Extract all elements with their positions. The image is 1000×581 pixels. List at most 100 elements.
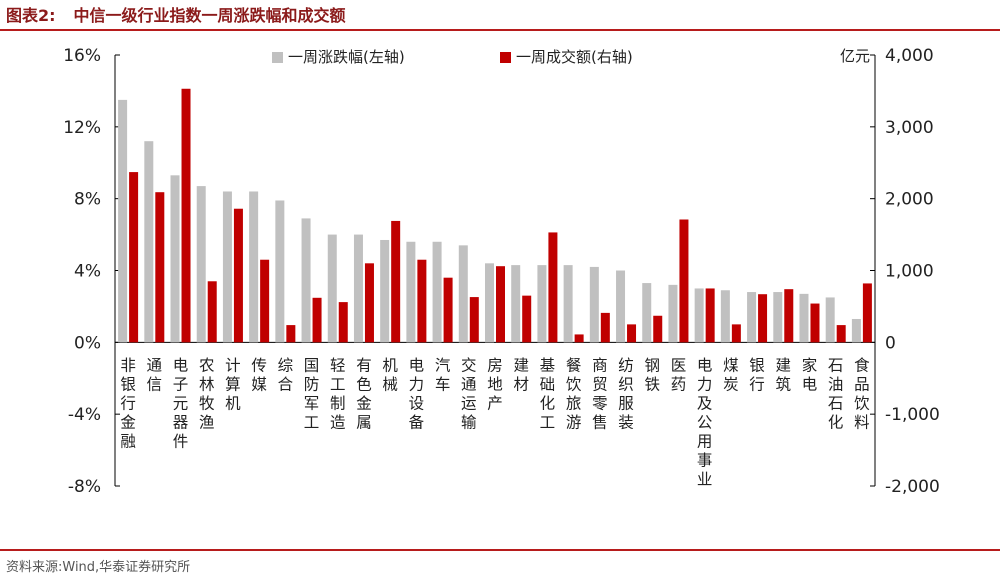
category-label: 传媒 — [251, 356, 267, 393]
bar-weekly-turnover — [731, 324, 741, 343]
right-tick-label: -2,000 — [885, 477, 940, 497]
right-tick-label: 4,000 — [885, 46, 934, 66]
bar-weekly-turnover — [653, 315, 663, 343]
bar-weekly-turnover — [810, 303, 820, 343]
bar-weekly-change — [825, 297, 835, 343]
right-tick-label: 3,000 — [885, 118, 934, 138]
left-tick-label: -4% — [68, 405, 101, 425]
category-label: 轻工制造 — [330, 356, 346, 431]
bar-weekly-turnover — [522, 295, 532, 343]
bar-weekly-turnover — [705, 288, 715, 343]
figure-label: 图表2: — [6, 6, 56, 25]
category-label: 纺织服装 — [618, 356, 634, 431]
bar-weekly-change — [118, 99, 128, 343]
axes-group: 16% 12% 8% 4% 0% -4% -8% 4,000 3,000 2,000 1,000 0 -… — [63, 46, 940, 497]
legend-label-weekly-change: 一周涨跌幅(左轴) — [288, 48, 405, 66]
bar-weekly-turnover — [443, 277, 453, 343]
left-tick-label: 4% — [74, 262, 101, 282]
bar-weekly-change — [668, 284, 678, 343]
bar-weekly-turnover — [260, 259, 270, 343]
category-label: 机械 — [382, 356, 398, 393]
bar-weekly-turnover — [233, 208, 243, 343]
category-label: 房地产 — [487, 356, 503, 412]
category-label: 基础化工 — [540, 356, 556, 431]
category-label: 有色金属 — [356, 356, 372, 431]
category-label: 电力设备 — [409, 356, 425, 431]
category-label: 食品饮料 — [854, 356, 870, 431]
bar-weekly-turnover — [862, 283, 872, 343]
bar-weekly-turnover — [600, 312, 610, 343]
category-label: 通信 — [147, 356, 163, 393]
bar-weekly-turnover — [312, 297, 322, 343]
right-tick-label: -1,000 — [885, 405, 940, 425]
bar-weekly-change — [799, 293, 809, 343]
legend: 一周涨跌幅(左轴) 一周成交额(右轴) — [272, 48, 633, 66]
top-rule — [0, 29, 1000, 31]
bar-weekly-change — [511, 265, 521, 343]
category-label: 医药 — [671, 356, 687, 393]
right-tick-label: 1,000 — [885, 262, 934, 282]
bar-weekly-turnover — [548, 232, 558, 343]
bar-weekly-turnover — [338, 302, 348, 343]
bar-weekly-turnover — [417, 259, 427, 343]
category-label: 电子元器件 — [173, 356, 189, 450]
category-label: 建筑 — [776, 356, 792, 393]
category-label: 电力及公用事业 — [697, 356, 713, 488]
bar-weekly-turnover — [496, 266, 505, 343]
category-label: 家电 — [802, 356, 818, 393]
bar-weekly-turnover — [129, 172, 139, 343]
bar-weekly-change — [694, 288, 704, 343]
category-label: 农林牧渔 — [199, 356, 215, 431]
right-tick-label: 0 — [885, 333, 896, 353]
source-note: 资料来源:Wind,华泰证券研究所 — [6, 560, 191, 575]
bar-weekly-change — [301, 218, 311, 343]
category-label: 煤炭 — [723, 356, 739, 393]
left-tick-label: 0% — [74, 333, 101, 353]
category-label: 银行 — [749, 356, 765, 393]
bar-weekly-change — [773, 292, 783, 343]
bottom-rule — [0, 549, 1000, 551]
category-label: 建材 — [513, 356, 529, 393]
bar-weekly-turnover — [627, 324, 637, 343]
bar-weekly-change — [458, 245, 468, 343]
category-label: 石油石化 — [828, 356, 844, 431]
legend-swatch-weekly-change — [272, 52, 283, 63]
left-tick-label: 16% — [63, 46, 101, 66]
category-label: 钢铁 — [644, 356, 660, 393]
bar-weekly-change — [222, 191, 232, 343]
bar-weekly-change — [327, 234, 337, 343]
bar-weekly-change — [432, 241, 442, 343]
legend-label-weekly-turnover: 一周成交额(右轴) — [516, 48, 633, 66]
bar-weekly-turnover — [679, 219, 689, 343]
bar-weekly-change — [589, 266, 599, 343]
category-label: 交通运输 — [461, 356, 477, 431]
legend-swatch-weekly-turnover — [500, 52, 511, 63]
bar-weekly-turnover — [364, 263, 374, 343]
bar-weekly-turnover — [469, 297, 479, 343]
bar-weekly-change — [537, 265, 547, 343]
right-tick-label: 2,000 — [885, 190, 934, 210]
figure-title-text: 中信一级行业指数一周涨跌幅和成交额 — [73, 6, 346, 25]
bar-weekly-change — [642, 283, 652, 343]
category-labels-group: 非银行金融通信电子元器件农林牧渔计算机传媒综合国防军工轻工制造有色金属机械电力设… — [120, 356, 870, 488]
figure-title: 图表2: 中信一级行业指数一周涨跌幅和成交额 — [6, 4, 346, 28]
bar-weekly-change — [485, 263, 494, 343]
bar-weekly-change — [196, 186, 206, 343]
bar-weekly-change — [616, 270, 626, 343]
bar-weekly-change — [406, 241, 416, 343]
category-label: 非银行金融 — [120, 356, 136, 450]
right-axis-unit: 亿元 — [840, 47, 870, 65]
left-tick-label: 8% — [74, 190, 101, 210]
bar-weekly-change — [851, 318, 861, 343]
bar-weekly-turnover — [836, 325, 846, 343]
left-tick-label: -8% — [68, 477, 101, 497]
bar-weekly-change — [144, 141, 154, 343]
bars-group — [118, 88, 872, 343]
category-label: 计算机 — [225, 356, 241, 412]
bar-weekly-turnover — [207, 281, 217, 343]
category-label: 餐饮旅游 — [566, 356, 582, 431]
bar-weekly-turnover — [574, 334, 584, 343]
bar-weekly-change — [275, 200, 285, 343]
left-tick-label: 12% — [63, 118, 101, 138]
category-label: 综合 — [278, 356, 294, 393]
